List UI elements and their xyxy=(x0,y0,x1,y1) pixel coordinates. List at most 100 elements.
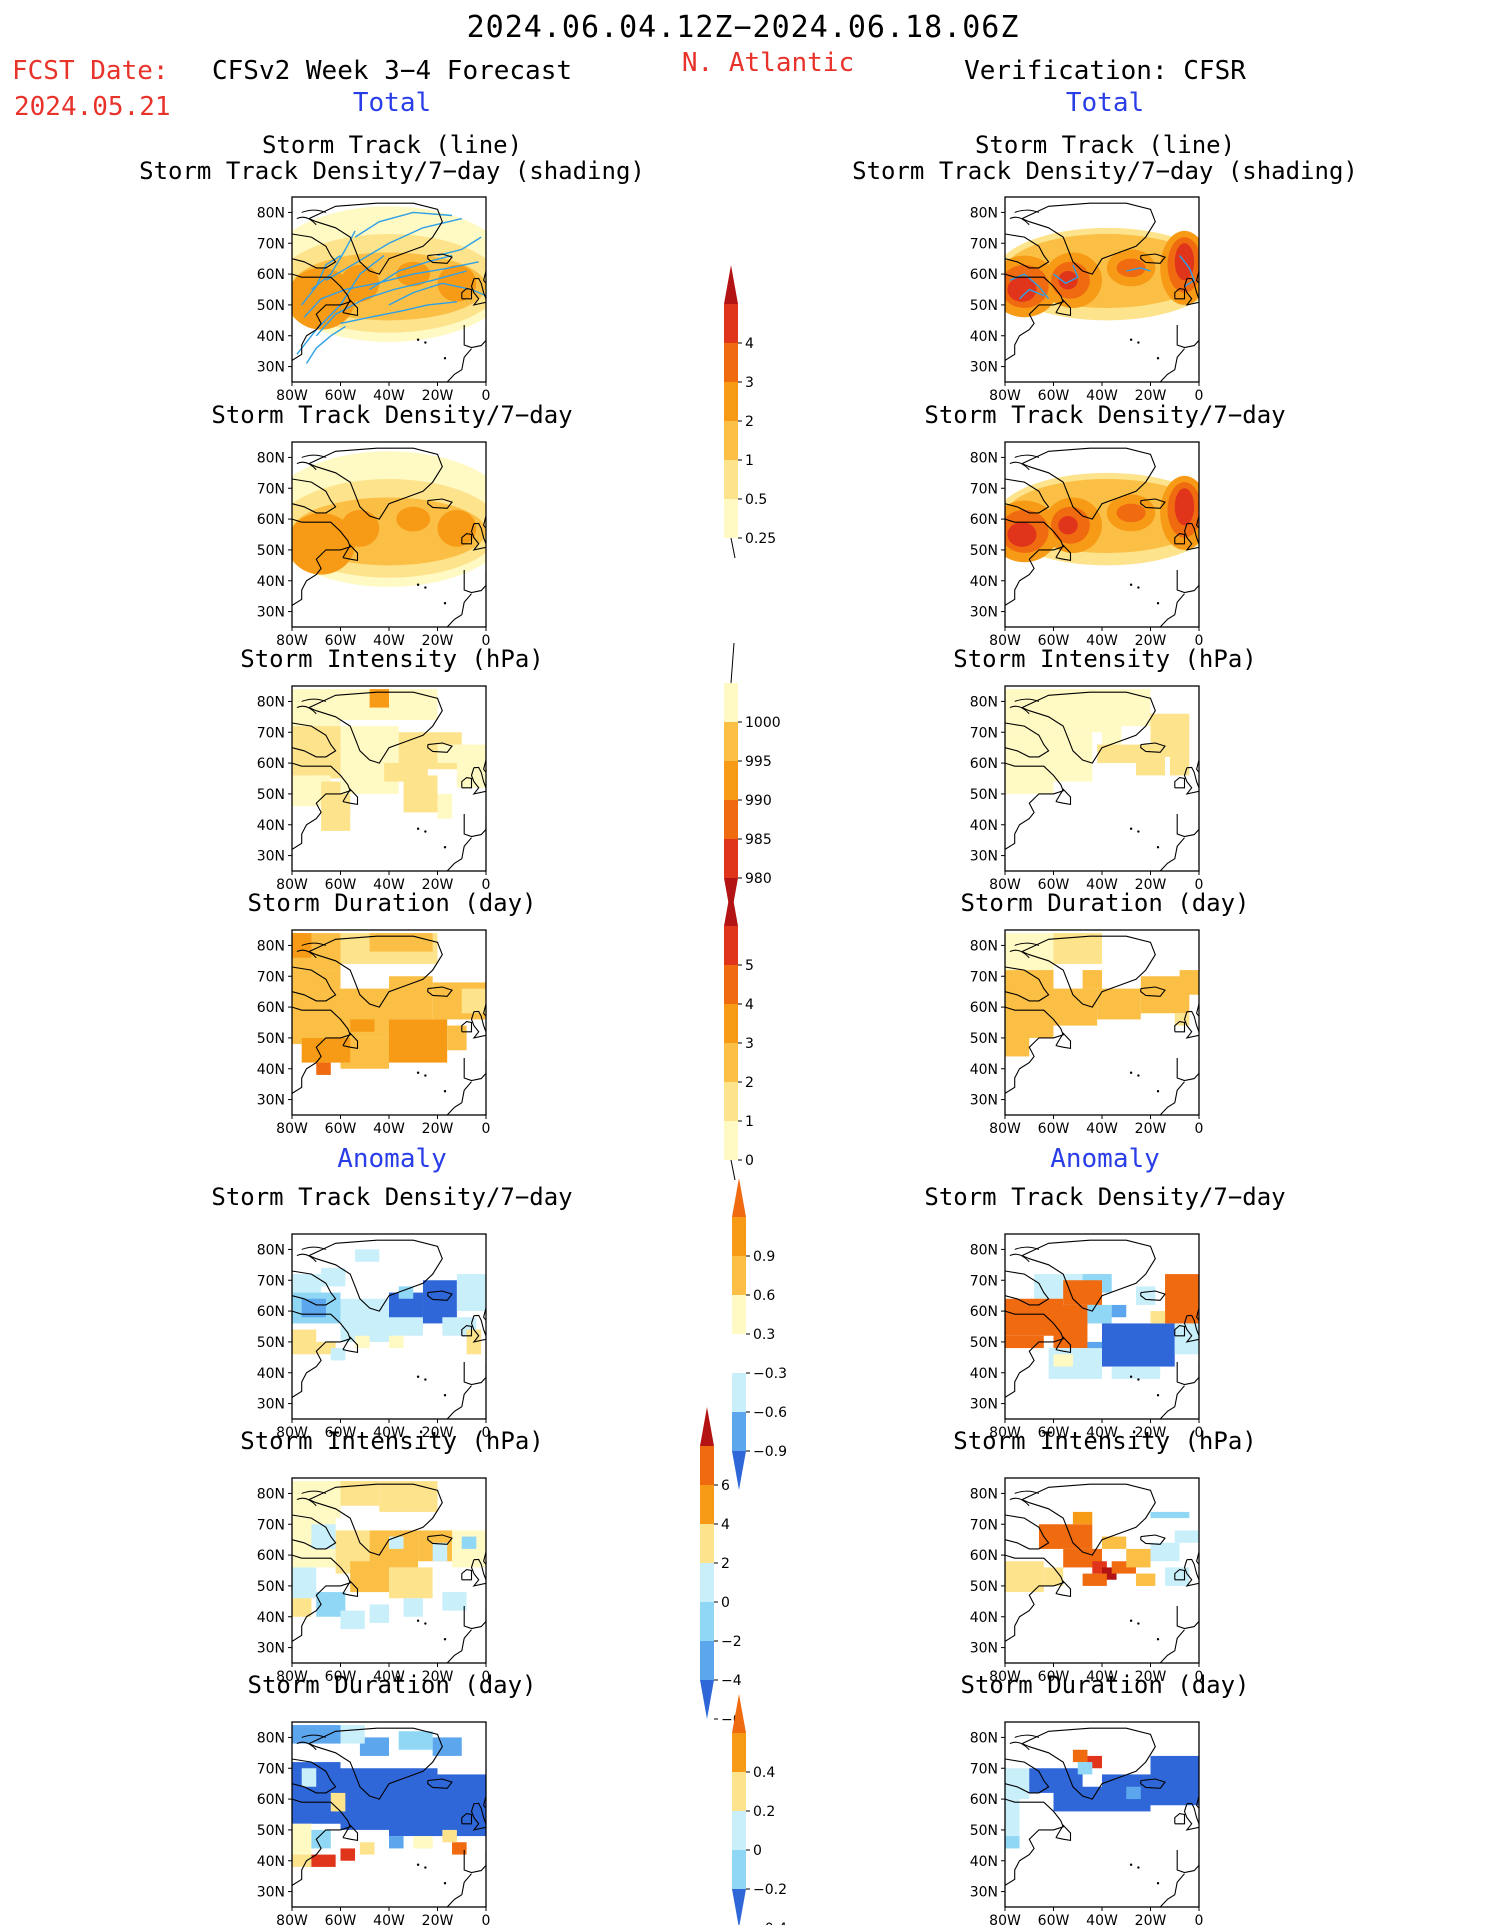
colorbar-label: 2 xyxy=(745,414,754,430)
coastline-8 xyxy=(1159,348,1185,382)
map-field xyxy=(1005,1239,1199,1419)
island-dot-0 xyxy=(416,583,420,586)
lon-label: 40W xyxy=(373,1913,405,1925)
map-field xyxy=(292,447,486,627)
colorbar-label: 990 xyxy=(745,793,772,809)
island-dot-2 xyxy=(424,1866,427,1869)
coastline-8 xyxy=(1159,1629,1185,1663)
island-dot-1 xyxy=(1156,1090,1160,1093)
lat-label: 40N xyxy=(257,1366,285,1382)
lon-label: 0 xyxy=(482,1913,491,1925)
lat-label: 80N xyxy=(257,1242,285,1258)
coastline-4 xyxy=(427,1534,453,1545)
lat-label: 70N xyxy=(970,481,998,497)
colorbar-anom-duration: 0.4 0.2 0 −0.2 −0.4 xyxy=(732,1694,787,1925)
coastline-arctic-1 xyxy=(301,209,327,213)
map-field xyxy=(292,1725,486,1907)
lat-label: 40N xyxy=(970,329,998,345)
field-cell-2 xyxy=(355,1249,380,1262)
region-label: N. Atlantic xyxy=(681,48,855,78)
lat-label: 50N xyxy=(970,1823,998,1839)
coastline-8 xyxy=(1159,837,1185,871)
lon-label: 40W xyxy=(373,633,405,649)
colorbar-box xyxy=(724,421,738,460)
coastline-2 xyxy=(292,518,351,606)
field-cell-17 xyxy=(432,1542,448,1562)
map-total-track-verification: 80N 70N 60N 50N 40N 30N 80W 60W 40W 20W 0 xyxy=(970,196,1203,404)
lat-label: 70N xyxy=(257,969,285,985)
lat-label: 80N xyxy=(970,938,998,954)
coastline-6 xyxy=(461,1569,473,1581)
coastline-2 xyxy=(292,1006,351,1094)
lat-label: 80N xyxy=(257,205,285,221)
lon-label: 80W xyxy=(276,877,308,893)
island-dot-2 xyxy=(1137,1378,1140,1381)
coastline-2 xyxy=(1005,273,1064,361)
field-cell-12 xyxy=(1165,1274,1199,1324)
colorbar-label: 6 xyxy=(721,1478,730,1494)
anomaly-label-left: Anomaly xyxy=(337,1144,447,1174)
lon-label: 20W xyxy=(1135,1425,1167,1441)
island-dot-2 xyxy=(424,341,427,344)
coastline-2 xyxy=(1005,1554,1064,1642)
field-cell-4 xyxy=(432,1737,462,1756)
lat-label: 60N xyxy=(970,1000,998,1016)
island-dot-0 xyxy=(416,1863,420,1866)
lon-label: 40W xyxy=(373,877,405,893)
lat-label: 40N xyxy=(970,1854,998,1870)
coastline-8 xyxy=(1159,1873,1185,1907)
coastline-8 xyxy=(446,1629,472,1663)
coastline-2 xyxy=(1005,518,1064,606)
lon-label: 60W xyxy=(1038,1425,1070,1441)
lon-label: 40W xyxy=(1086,1669,1118,1685)
lon-label: 40W xyxy=(1086,1121,1118,1137)
coastline-0 xyxy=(308,1483,443,1556)
lat-label: 30N xyxy=(970,1885,998,1901)
lat-label: 50N xyxy=(970,787,998,803)
coastline-3 xyxy=(342,1336,359,1354)
island-dot-0 xyxy=(416,1071,420,1074)
coastline-5 xyxy=(1183,1558,1199,1587)
lat-label: 70N xyxy=(970,1517,998,1533)
coastline-7 xyxy=(463,570,486,594)
density-blob-4 xyxy=(340,264,380,302)
colorbar-bottom-cap xyxy=(730,1159,736,1181)
coastline-1 xyxy=(1005,966,1050,1002)
coastline-9 xyxy=(482,515,486,529)
lat-label: 70N xyxy=(257,1761,285,1777)
field-cell-14 xyxy=(437,793,453,819)
field-cell-10 xyxy=(316,1062,331,1075)
field-cell-5 xyxy=(1005,1799,1020,1837)
colorbar-box xyxy=(732,1373,746,1412)
field-cell-9 xyxy=(1150,1542,1180,1562)
coastline-7 xyxy=(1176,814,1199,838)
fcst-date-label: FCST Date: xyxy=(12,56,169,86)
coastline-arctic-0 xyxy=(1009,1741,1030,1751)
lon-label: 60W xyxy=(325,388,357,404)
lat-label: 30N xyxy=(257,360,285,376)
field-cell-9 xyxy=(301,1037,351,1063)
lat-label: 70N xyxy=(970,969,998,985)
coastline-8 xyxy=(446,1385,472,1419)
lat-label: 70N xyxy=(970,1761,998,1777)
coastline-3 xyxy=(342,544,359,562)
colorbar-label: 4 xyxy=(721,1517,730,1533)
colorbar-box xyxy=(700,1446,714,1485)
colorbar-box xyxy=(724,304,738,343)
map-anom-duration-verification: 80N 70N 60N 50N 40N 30N 80W 60W 40W 20W 0 xyxy=(970,1721,1203,1925)
coastline-arctic-1 xyxy=(1014,209,1040,213)
coastline-7 xyxy=(1176,1850,1199,1874)
lat-label: 40N xyxy=(257,574,285,590)
colorbar-label: 0.5 xyxy=(745,492,767,508)
colorbar-label: 0.3 xyxy=(753,1327,775,1343)
density-blob-6 xyxy=(437,264,477,302)
field-cell-18 xyxy=(442,1829,457,1843)
coastline-arctic-1 xyxy=(301,1490,327,1494)
panel-title-track-shading-left: Storm Track Density/7−day (shading) xyxy=(139,157,645,185)
coastline-8 xyxy=(446,593,472,627)
colorbar-label: −0.9 xyxy=(753,1444,787,1460)
verification-title: Verification: CFSR xyxy=(964,56,1246,86)
coastline-2 xyxy=(1005,1006,1064,1094)
coastline-1 xyxy=(1005,1270,1050,1306)
forecast-title: CFSv2 Week 3−4 Forecast xyxy=(211,56,573,86)
